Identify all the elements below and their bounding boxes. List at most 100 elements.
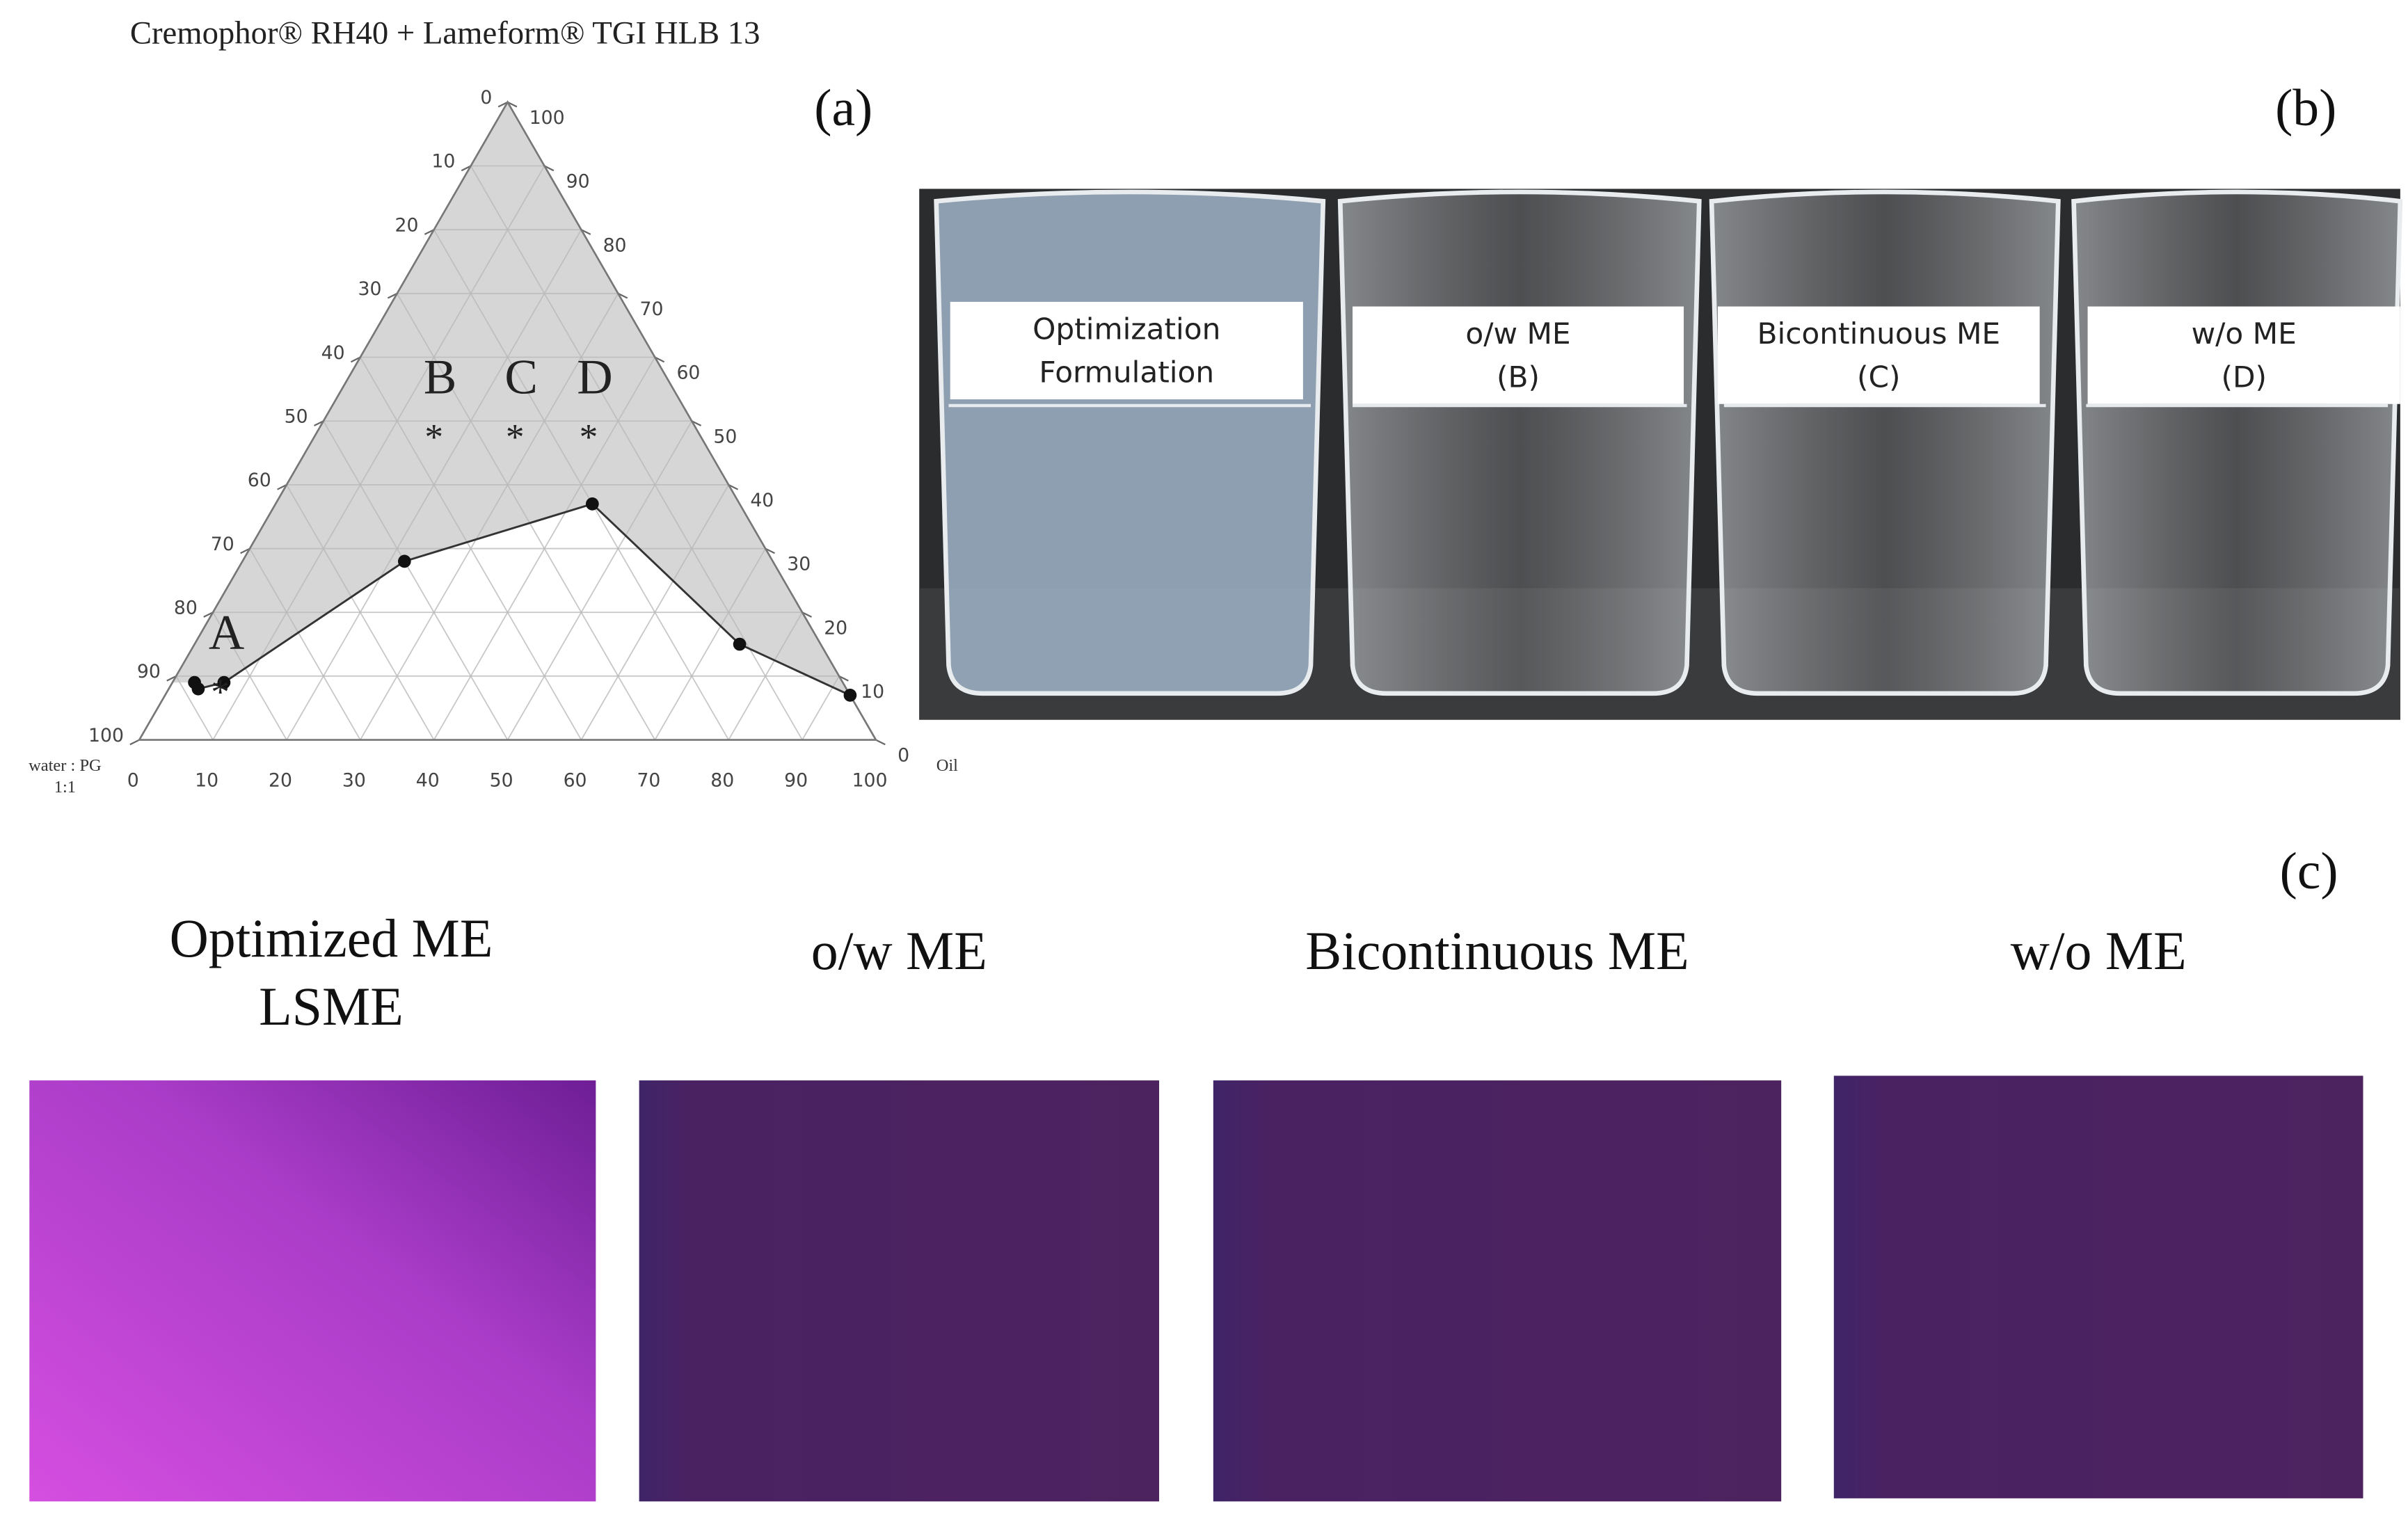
tick-mark <box>654 356 665 363</box>
tick-mark <box>277 483 287 490</box>
left-tick-label: 60 <box>248 470 271 491</box>
grid-line <box>360 357 582 741</box>
beaker <box>1337 189 1702 696</box>
beaker-label: Bicontinuous ME <box>1757 317 2000 351</box>
axis-name: 1:1 <box>54 778 76 797</box>
beaker <box>934 189 1326 696</box>
beaker-label: w/o ME <box>2192 317 2297 351</box>
boundary-point <box>397 554 411 568</box>
formulation-marker: * <box>580 416 598 458</box>
boundary-point <box>585 497 599 511</box>
tick-mark <box>203 611 214 618</box>
formulation-marker: * <box>424 416 443 458</box>
tick-mark <box>728 483 739 490</box>
right-tick-label: 70 <box>640 298 664 320</box>
left-tick-label: 0 <box>480 87 492 109</box>
right-tick-label: 40 <box>750 490 774 511</box>
right-tick-label: 10 <box>861 681 884 703</box>
boundary-point <box>733 637 747 651</box>
tick-mark <box>461 165 472 172</box>
tick-mark <box>314 420 324 426</box>
left-tick-label: 20 <box>394 214 418 236</box>
boundary-point <box>191 682 205 696</box>
x-tick-label: 80 <box>710 769 734 791</box>
beaker-label: (C) <box>1857 360 1900 394</box>
sample-label: w/o ME <box>2011 921 2187 981</box>
beaker-label: (B) <box>1497 360 1540 394</box>
tick-mark <box>166 675 177 682</box>
sample-label: Bicontinuous ME <box>1305 921 1689 981</box>
sample-image <box>29 1080 596 1502</box>
tick-mark <box>765 547 775 554</box>
tick-mark <box>507 101 518 108</box>
grid-line <box>286 484 435 741</box>
beaker-label: Optimization <box>1032 312 1220 346</box>
sample-image <box>639 1080 1159 1502</box>
grid-line <box>212 611 287 741</box>
x-tick-label: 100 <box>852 769 888 791</box>
x-tick-label: 60 <box>564 769 587 791</box>
beaker-label-box <box>1353 306 1684 404</box>
formulation-marker: * <box>211 671 230 712</box>
triangle-frame <box>137 100 878 741</box>
left-tick-label: 50 <box>285 406 308 427</box>
formulation-label: D <box>577 351 612 405</box>
tick-mark <box>691 420 702 426</box>
tick-mark <box>129 739 140 746</box>
grid-line <box>249 548 361 741</box>
grid-line <box>470 166 803 741</box>
left-tick-label: 70 <box>211 534 234 555</box>
tick-mark <box>240 547 250 554</box>
tick-mark <box>387 292 398 299</box>
grid-line <box>433 229 729 741</box>
beaker-label: Formulation <box>1039 355 1214 390</box>
grid-line <box>212 166 545 741</box>
beaker-label: (D) <box>2221 360 2266 394</box>
left-tick-label: 100 <box>88 725 124 746</box>
grid-line <box>323 420 509 741</box>
left-tick-label: 90 <box>137 661 161 682</box>
tick-mark <box>802 611 812 618</box>
x-tick-label: 50 <box>490 769 513 791</box>
tick-mark <box>617 292 628 299</box>
sample-image <box>1833 1075 2363 1498</box>
right-tick-label: 80 <box>603 234 627 256</box>
grid-line <box>654 548 766 741</box>
ternary-title: Cremophor® RH40 + Lameform® TGI HLB 13 <box>130 15 760 51</box>
left-tick-label: 80 <box>174 597 198 618</box>
grid-line <box>360 293 619 741</box>
x-tick-label: 30 <box>342 769 366 791</box>
right-tick-label: 30 <box>787 554 811 575</box>
right-tick-label: 50 <box>713 426 737 447</box>
axis-name: Oil <box>936 756 958 775</box>
formulation-label: C <box>504 351 537 405</box>
beaker-label: o/w ME <box>1465 317 1570 351</box>
left-tick-label: 40 <box>321 342 345 364</box>
sample-label: Optimized ME <box>170 909 493 968</box>
phase-region <box>172 102 850 696</box>
sample-label: LSME <box>259 977 404 1037</box>
tick-mark <box>580 229 591 235</box>
formulation-label: B <box>424 351 456 405</box>
right-tick-label: 0 <box>898 745 909 767</box>
grid-line <box>507 420 693 741</box>
tick-mark <box>838 675 849 682</box>
boundary-point <box>217 675 231 689</box>
right-tick-label: 20 <box>824 617 847 639</box>
formulation-label: A <box>209 605 244 659</box>
tick-mark <box>544 165 555 172</box>
beaker-photo: Optimization Formulation o/w ME (B) Bicontin… <box>934 189 2403 696</box>
right-tick-label: 100 <box>529 107 565 129</box>
grid-line <box>175 675 214 741</box>
formulation-marker: * <box>506 416 525 458</box>
axis-name: water : PG <box>29 756 102 775</box>
x-tick-label: 20 <box>269 769 292 791</box>
panel-label: (c) <box>2280 842 2338 900</box>
ternary-diagram: 0 10 20 30 40 50 60 70 80 90 100010203040506070809… <box>29 87 958 797</box>
panel-label: (b) <box>2275 79 2336 137</box>
left-tick-label: 10 <box>431 151 455 173</box>
beaker-label-box <box>1717 306 2040 404</box>
grid-line <box>802 675 840 741</box>
sample-label: o/w ME <box>811 921 987 981</box>
